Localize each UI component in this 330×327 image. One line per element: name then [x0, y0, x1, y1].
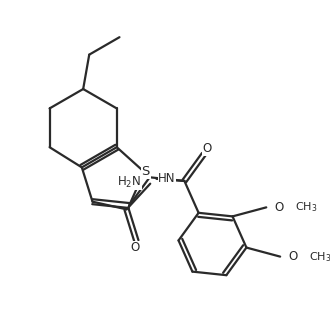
Text: CH$_3$: CH$_3$	[295, 200, 318, 214]
Text: S: S	[142, 165, 150, 178]
Text: H$_2$N: H$_2$N	[117, 175, 141, 190]
Text: HN: HN	[158, 172, 176, 185]
Text: O: O	[202, 142, 212, 155]
Text: CH$_3$: CH$_3$	[309, 250, 330, 264]
Text: O: O	[130, 241, 140, 254]
Text: O: O	[275, 201, 284, 214]
Text: O: O	[288, 250, 298, 263]
